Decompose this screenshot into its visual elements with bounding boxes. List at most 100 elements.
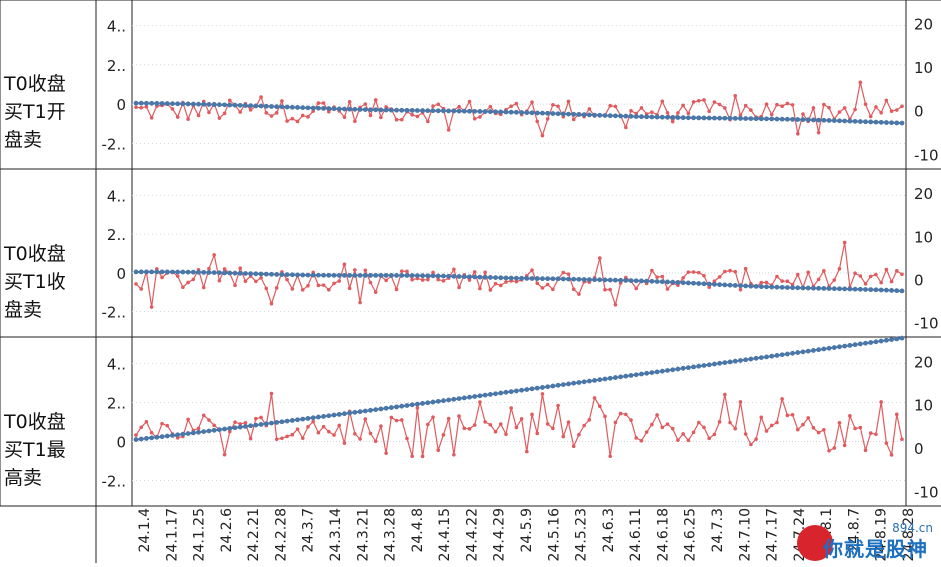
daily-return-point xyxy=(181,285,185,290)
daily-return-point xyxy=(858,80,863,85)
cumulative-return-point xyxy=(159,434,165,440)
cumulative-return-point xyxy=(487,109,493,115)
cumulative-return-point xyxy=(206,428,212,434)
daily-return-point xyxy=(884,98,889,103)
cumulative-return-point xyxy=(248,423,254,429)
daily-return-point xyxy=(613,302,618,307)
cumulative-return-point xyxy=(467,108,472,114)
cumulative-return-point xyxy=(216,427,222,433)
cumulative-return-point xyxy=(800,285,806,291)
cumulative-return-point xyxy=(321,105,326,111)
daily-return-point xyxy=(384,105,388,109)
daily-return-point xyxy=(848,414,852,418)
cumulative-return-point xyxy=(717,282,723,288)
cumulative-return-point xyxy=(868,287,874,293)
cumulative-return-point xyxy=(738,283,743,289)
daily-return-point xyxy=(452,452,456,457)
daily-return-point xyxy=(478,286,482,291)
daily-return-point xyxy=(399,418,404,422)
daily-return-point xyxy=(728,268,732,273)
cumulative-return-point xyxy=(180,101,186,107)
daily-return-point xyxy=(285,119,289,123)
cumulative-return-point xyxy=(748,283,754,289)
cumulative-return-point xyxy=(342,106,347,112)
cumulative-return-point xyxy=(727,115,733,121)
cumulative-return-point xyxy=(863,340,868,346)
cumulative-return-point xyxy=(315,105,321,111)
cumulative-return-point xyxy=(863,119,868,125)
daily-return-point xyxy=(462,426,467,431)
daily-return-point xyxy=(634,436,639,440)
cumulative-return-point xyxy=(441,273,446,279)
daily-return-point xyxy=(488,104,493,109)
cumulative-return-point xyxy=(602,376,608,382)
cumulative-return-point xyxy=(180,269,186,275)
cumulative-return-point xyxy=(513,388,519,394)
cumulative-return-point xyxy=(414,273,420,279)
daily-return-point xyxy=(160,421,164,426)
daily-return-point xyxy=(269,114,274,118)
daily-return-point xyxy=(243,420,248,425)
cumulative-return-point xyxy=(592,112,597,118)
daily-return-point xyxy=(785,279,790,284)
daily-return-point xyxy=(743,103,748,108)
cumulative-return-point xyxy=(284,272,290,278)
daily-return-point xyxy=(332,433,336,437)
daily-return-point xyxy=(483,420,487,424)
cumulative-return-point xyxy=(456,108,462,114)
daily-return-point xyxy=(597,256,602,260)
right-tick-label: 20 xyxy=(914,185,933,203)
daily-return-point xyxy=(222,452,227,457)
cumulative-return-point xyxy=(899,288,905,294)
cumulative-return-point xyxy=(300,416,306,422)
daily-return-point xyxy=(368,113,373,118)
cumulative-return-point xyxy=(420,273,425,279)
daily-return-point xyxy=(363,102,368,106)
cumulative-return-point xyxy=(576,276,582,282)
x-tick-label: 24.7.17 xyxy=(765,508,781,561)
daily-return-point xyxy=(650,422,654,427)
daily-return-point xyxy=(696,420,701,425)
daily-return-point xyxy=(342,441,347,445)
cumulative-return-point xyxy=(868,119,874,125)
cumulative-return-point xyxy=(680,280,686,286)
daily-return-point xyxy=(723,106,727,110)
daily-return-point xyxy=(733,426,738,431)
daily-return-point xyxy=(535,431,540,436)
daily-return-point xyxy=(368,280,373,285)
x-tick-label: 24.5.23 xyxy=(574,508,590,561)
cumulative-return-point xyxy=(357,272,363,278)
cumulative-return-point xyxy=(310,105,316,111)
daily-return-point xyxy=(441,279,446,283)
daily-return-point xyxy=(795,427,800,432)
cumulative-return-point xyxy=(685,365,691,371)
daily-return-point xyxy=(217,278,222,283)
cumulative-return-point xyxy=(581,277,587,282)
x-tick-label: 24.2.28 xyxy=(273,508,289,561)
daily-return-line xyxy=(135,393,903,458)
daily-return-point xyxy=(816,130,821,135)
daily-return-point xyxy=(201,285,206,290)
daily-return-point xyxy=(446,128,451,132)
daily-return-point xyxy=(624,412,628,417)
cumulative-return-point xyxy=(748,116,754,121)
daily-return-point xyxy=(717,420,722,424)
daily-return-point xyxy=(894,108,899,112)
cumulative-return-point xyxy=(175,269,181,275)
cumulative-return-point xyxy=(613,113,618,119)
daily-return-point xyxy=(556,104,560,109)
cumulative-return-point xyxy=(420,108,425,113)
cumulative-return-point xyxy=(769,116,775,122)
daily-return-point xyxy=(353,268,357,272)
daily-return-point xyxy=(498,422,503,426)
daily-return-point xyxy=(321,101,326,105)
watermark: 你就是股神 894.cn xyxy=(797,521,937,561)
daily-return-point xyxy=(535,119,540,124)
daily-return-point xyxy=(420,278,425,282)
daily-return-point xyxy=(535,281,540,286)
daily-return-point xyxy=(332,281,336,286)
cumulative-return-line xyxy=(135,102,903,125)
cumulative-return-point xyxy=(847,118,853,124)
daily-return-point xyxy=(139,105,144,110)
daily-return-point xyxy=(264,286,269,291)
